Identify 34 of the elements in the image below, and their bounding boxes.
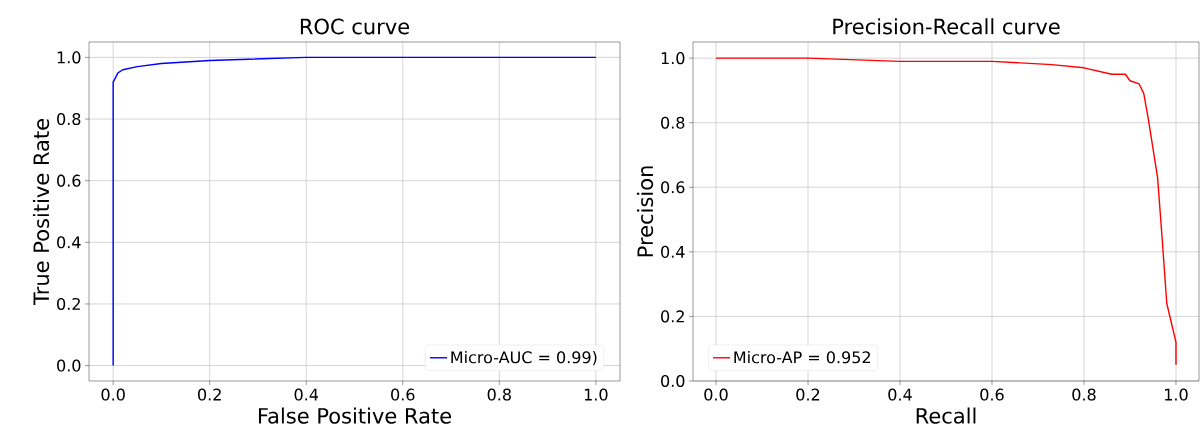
x-tick-label: 0.4: [888, 388, 912, 401]
y-axis-title: Precision: [636, 166, 654, 257]
y-tick-label: 1.0: [57, 51, 81, 64]
y-tick-label: 0.2: [661, 310, 684, 323]
x-tick-label: 0.0: [101, 388, 125, 401]
x-tick-label: 0.4: [294, 388, 319, 401]
x-tick-label: 0.2: [796, 388, 820, 401]
x-axis-title: Recall: [916, 407, 976, 424]
y-tick-label: 0.8: [57, 112, 81, 126]
x-axis-title: False Positive Rate: [258, 407, 452, 424]
y-tick-label: 0.0: [661, 374, 685, 388]
y-tick-label: 0.4: [57, 236, 81, 249]
y-tick-label: 0.4: [661, 245, 685, 258]
line-series: [715, 57, 1177, 366]
x-tick-label: 0.8: [487, 388, 511, 401]
legend-label: Micro-AUC = 0.99): [451, 350, 597, 366]
y-tick-label: 0.2: [57, 297, 80, 310]
y-tick-label: 0.6: [57, 174, 81, 187]
y-tick-label: 0.8: [661, 116, 685, 129]
y-axis-title: True Positive Rate: [32, 119, 50, 306]
y-tick-label: 1.0: [661, 52, 685, 65]
chart-title: Precision-Recall curve: [833, 18, 1060, 35]
x-tick-label: 0.2: [198, 388, 221, 401]
y-tick-label: 0.0: [57, 359, 81, 372]
x-tick-label: 1.0: [584, 388, 608, 401]
legend-label: Micro-AP = 0.952: [734, 350, 870, 364]
line-series: [112, 56, 597, 367]
x-tick-label: 0.8: [1072, 388, 1096, 401]
x-tick-label: 0.0: [704, 388, 728, 401]
y-tick-label: 0.6: [661, 181, 685, 194]
x-tick-label: 0.6: [980, 388, 1004, 401]
x-tick-label: 0.6: [391, 388, 415, 401]
x-tick-label: 1.0: [1165, 388, 1188, 401]
chart-title: ROC curve: [300, 18, 410, 35]
